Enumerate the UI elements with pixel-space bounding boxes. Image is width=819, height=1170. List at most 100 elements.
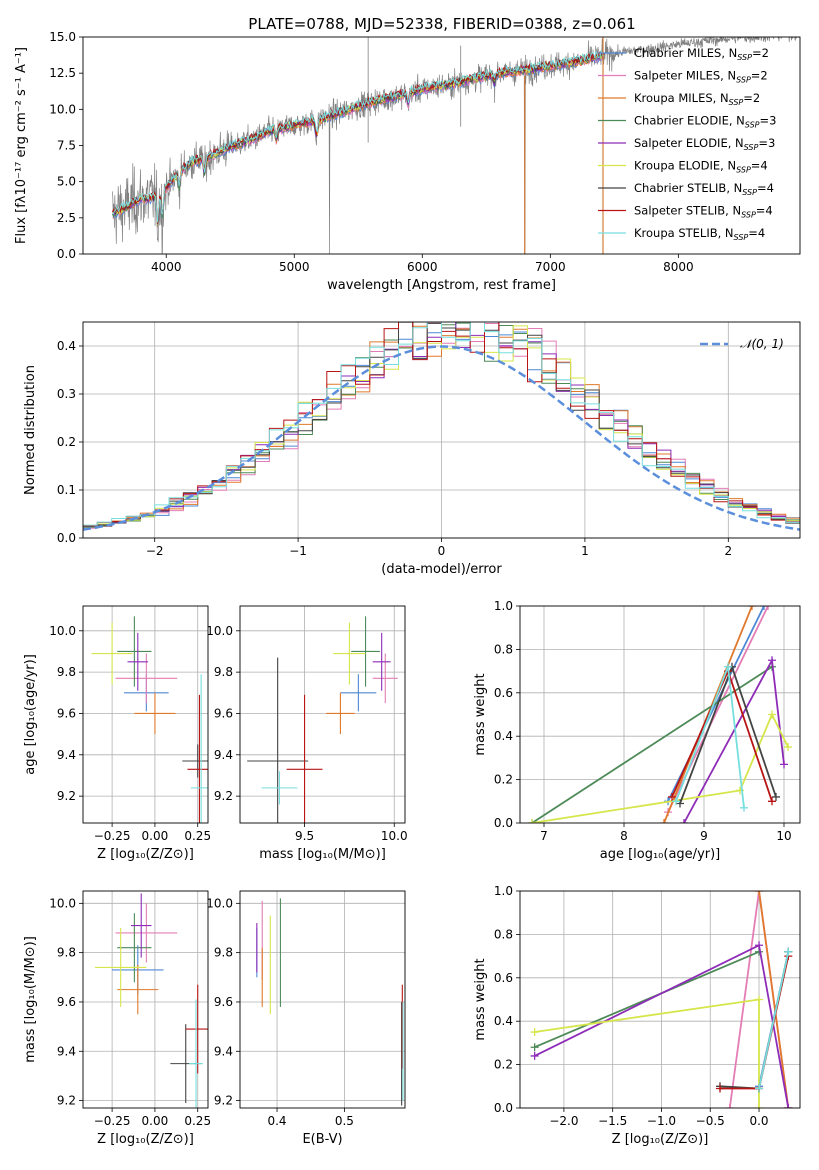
weight-point-marker [755,1104,764,1108]
x-tick-label: 10 [776,829,791,843]
y-tick-label: 0.4 [57,339,76,353]
weight-point-marker [528,819,536,823]
y-tick-label: 0.2 [57,435,76,449]
x-tick-label: 0.0 [749,1114,768,1128]
y-tick-label: 2.5 [57,211,76,225]
y-tick-label: 9.8 [214,946,233,960]
y-tick-label: 0.0 [494,1101,513,1115]
spectrum-model-line [112,55,605,224]
y-tick-label: 10.0 [206,624,233,638]
axes-weight_vs_age: 7 8 9 10 0.0 0.2 0.4 0.6 0.8 1.0 age [log₁₀(age/yr… [473,599,801,862]
axes-mass_vs_ebv: 0.4 0.5 9.2 9.4 9.6 9.8 10.0 E(B-V) [206,890,406,1147]
y-axis-label: age [log₁₀(age/yr)] [23,654,38,775]
weight-series-line [531,712,789,823]
y-tick-label: 0.2 [494,773,513,787]
figure-title: PLATE=0788, MJD=52338, FIBERID=0388, z=0… [248,15,635,33]
y-tick-label: 10.0 [49,624,76,638]
x-tick-label: −0.5 [696,1114,725,1128]
x-tick-label: 9 [700,829,708,843]
weight-point-marker [768,710,776,719]
spectrum-data-line [112,37,800,254]
x-axis-label: Z [log₁₀(Z/Z⊙)] [612,1132,709,1147]
x-axis-label: Z [log₁₀(Z/Z⊙)] [97,1132,194,1147]
spectrum-model-line [112,50,605,223]
y-tick-label: 9.2 [214,789,233,803]
legend-label: Salpeter ELODIE, NSSP=3 [634,136,775,152]
plot-area-mass_vs_ebv [240,891,405,1108]
x-tick-label: −0.25 [94,829,131,843]
weight-point-marker [680,819,688,823]
legend-label: 𝒩(0, 1) [740,337,784,351]
x-tick-label: −2.0 [549,1114,578,1128]
weight-point-marker [668,792,676,801]
x-tick-label: 8000 [663,260,694,274]
weight-series-line [531,666,773,823]
axes-frame [82,890,209,1109]
weight-point-marker [660,819,668,823]
plot-area-spectrum [111,37,800,254]
weight-point-marker [530,1043,539,1052]
axes-age_vs_Z: −0.25 0.00 0.25 9.2 9.4 9.6 9.8 10.0 Z [log₁₀(Z/… [23,605,211,862]
plot-area-age_vs_mass [240,606,405,823]
weight-series-line [720,955,790,1090]
y-tick-label: 1.0 [494,884,513,898]
legend-label: Kroupa ELODIE, NSSP=4 [634,159,768,175]
y-tick-label: 12.5 [49,66,76,80]
y-tick-label: 0.6 [494,686,513,700]
x-tick-label: 6000 [407,260,438,274]
weight-point-marker [768,656,776,665]
y-axis-label: mass weight [473,958,488,1040]
plot-layer: 4000 5000 6000 7000 80000.02.55.07.510.012.5… [14,30,801,1147]
y-tick-label: 9.4 [214,748,233,762]
plot-area-weight_vs_Z [520,891,800,1108]
y-tick-label: 0.2 [494,1058,513,1072]
y-tick-label: 0.4 [494,1014,513,1028]
x-axis-label: age [log₁₀(age/yr)] [600,847,721,862]
y-tick-label: 5.0 [57,175,76,189]
x-tick-label: 5000 [279,260,310,274]
legend-label: Chabrier STELIB, NSSP=4 [634,181,774,197]
weight-series-line [758,891,790,1108]
axes-age_vs_mass: 9.5 10.0 9.2 9.4 9.6 9.8 10.0 mass [log₁₀(M/M⊙)… [206,605,408,862]
axes-frame [82,605,209,824]
axes-frame [519,605,801,824]
weight-point-marker [740,803,748,812]
weight-point-marker [755,891,764,895]
y-tick-label: 9.2 [57,1094,76,1108]
axes-weight_vs_Z: −2.0 −1.5 −1.0 −0.5 0.0 0.0 0.2 0.4 0.6 0.8 1.0 Z [… [473,884,801,1147]
y-tick-label: 9.8 [57,946,76,960]
x-tick-label: 0.5 [335,1114,354,1128]
weight-point-marker [530,1051,539,1060]
weight-series-line [534,950,760,1049]
axes-frame [239,605,406,824]
y-tick-label: 9.6 [214,995,233,1009]
weight-point-marker [780,760,788,769]
legend-label: Kroupa STELIB, NSSP=4 [634,226,765,242]
weight-point-marker [784,743,792,752]
x-tick-label: 0.4 [267,1114,286,1128]
y-tick-label: 0.3 [57,387,76,401]
weight-point-marker [672,797,680,806]
x-tick-label: 4000 [151,260,182,274]
weight-point-marker [784,947,793,956]
weight-point-marker [764,606,772,610]
x-tick-label: −1.5 [598,1114,627,1128]
axes-frame [519,890,801,1109]
x-axis-label: (data-model)/error [381,562,502,577]
x-tick-label: −2 [146,544,164,558]
y-tick-label: 0.0 [57,531,76,545]
x-tick-label: 0 [438,544,446,558]
weight-series-line [758,951,790,1089]
x-tick-label: 8 [620,829,628,843]
x-tick-label: 0.25 [184,1114,211,1128]
axes-residuals: −2 −1 0 1 2 0.0 0.1 0.2 0.3 0.4 (data-model)/error… [23,321,801,577]
weight-point-marker [760,606,768,610]
y-tick-label: 9.2 [57,789,76,803]
y-tick-label: 10.0 [49,102,76,116]
x-tick-label: 7000 [535,260,566,274]
x-axis-label: wavelength [Angstrom, rest frame] [327,278,556,293]
y-tick-label: 9.6 [57,706,76,720]
x-tick-label: 2 [724,544,732,558]
weight-point-marker [755,941,764,950]
